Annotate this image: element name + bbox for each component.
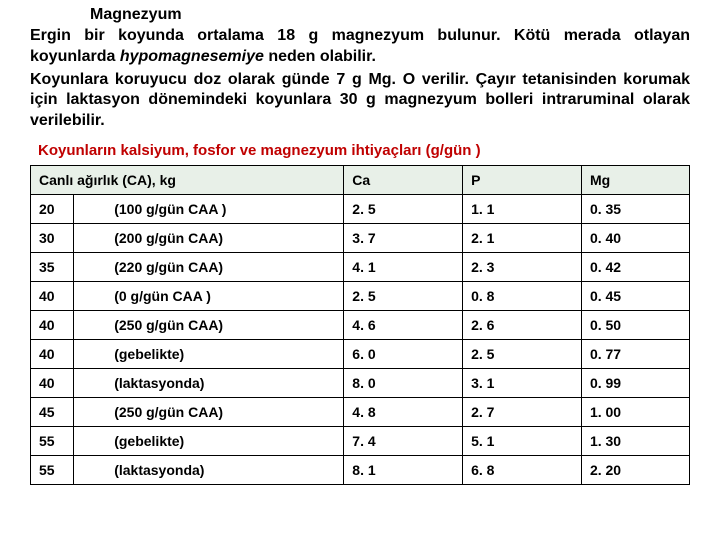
cell-mg: 2. 20 <box>581 455 689 484</box>
table-row: 55(gebelikte)7. 45. 11. 30 <box>31 426 690 455</box>
cell-p: 1. 1 <box>463 194 582 223</box>
cell-p: 2. 7 <box>463 397 582 426</box>
table-row: 40(250 g/gün CAA)4. 62. 60. 50 <box>31 310 690 339</box>
table-row: 55(laktasyonda)8. 16. 82. 20 <box>31 455 690 484</box>
cell-p: 2. 3 <box>463 252 582 281</box>
cell-ca: 4. 8 <box>344 397 463 426</box>
cell-p: 3. 1 <box>463 368 582 397</box>
header-weight: Canlı ağırlık (CA), kg <box>31 165 344 194</box>
table-subtitle: Koyunların kalsiyum, fosfor ve magnezyum… <box>38 142 690 159</box>
cell-p: 0. 8 <box>463 281 582 310</box>
table-row: 35(220 g/gün CAA)4. 12. 30. 42 <box>31 252 690 281</box>
cell-p: 6. 8 <box>463 455 582 484</box>
cell-note: (gebelikte) <box>74 426 344 455</box>
cell-note: (laktasyonda) <box>74 368 344 397</box>
cell-mg: 0. 35 <box>581 194 689 223</box>
para1-italic: hypomagnesemiye <box>120 48 264 65</box>
cell-ca: 2. 5 <box>344 281 463 310</box>
header-ca: Ca <box>344 165 463 194</box>
cell-mg: 0. 42 <box>581 252 689 281</box>
cell-mg: 1. 30 <box>581 426 689 455</box>
header-p: P <box>463 165 582 194</box>
cell-note: (100 g/gün CAA ) <box>74 194 344 223</box>
cell-note: (250 g/gün CAA) <box>74 397 344 426</box>
cell-note: (gebelikte) <box>74 339 344 368</box>
requirements-table: Canlı ağırlık (CA), kg Ca P Mg 20(100 g/… <box>30 165 690 485</box>
paragraph-2: Koyunlara koruyucu doz olarak günde 7 g … <box>30 70 690 132</box>
cell-p: 5. 1 <box>463 426 582 455</box>
cell-weight: 35 <box>31 252 74 281</box>
cell-weight: 30 <box>31 223 74 252</box>
table-row: 45(250 g/gün CAA)4. 82. 71. 00 <box>31 397 690 426</box>
cell-note: (220 g/gün CAA) <box>74 252 344 281</box>
cell-weight: 55 <box>31 455 74 484</box>
table-row: 20(100 g/gün CAA )2. 51. 10. 35 <box>31 194 690 223</box>
table-row: 40(laktasyonda)8. 03. 10. 99 <box>31 368 690 397</box>
cell-mg: 0. 77 <box>581 339 689 368</box>
cell-p: 2. 1 <box>463 223 582 252</box>
cell-p: 2. 6 <box>463 310 582 339</box>
cell-ca: 7. 4 <box>344 426 463 455</box>
cell-ca: 3. 7 <box>344 223 463 252</box>
paragraph-1: Ergin bir koyunda ortalama 18 g magnezyu… <box>30 26 690 68</box>
table-row: 40(0 g/gün CAA )2. 50. 80. 45 <box>31 281 690 310</box>
cell-ca: 6. 0 <box>344 339 463 368</box>
para1-text-b: neden olabilir. <box>264 48 376 65</box>
title-heading: Magnezyum <box>90 6 690 24</box>
cell-mg: 0. 40 <box>581 223 689 252</box>
cell-weight: 40 <box>31 281 74 310</box>
cell-ca: 2. 5 <box>344 194 463 223</box>
cell-ca: 4. 1 <box>344 252 463 281</box>
cell-mg: 0. 45 <box>581 281 689 310</box>
cell-mg: 1. 00 <box>581 397 689 426</box>
cell-ca: 8. 0 <box>344 368 463 397</box>
cell-ca: 4. 6 <box>344 310 463 339</box>
cell-mg: 0. 99 <box>581 368 689 397</box>
cell-note: (laktasyonda) <box>74 455 344 484</box>
cell-note: (250 g/gün CAA) <box>74 310 344 339</box>
cell-weight: 40 <box>31 310 74 339</box>
cell-ca: 8. 1 <box>344 455 463 484</box>
cell-weight: 40 <box>31 339 74 368</box>
header-mg: Mg <box>581 165 689 194</box>
cell-weight: 40 <box>31 368 74 397</box>
table-header-row: Canlı ağırlık (CA), kg Ca P Mg <box>31 165 690 194</box>
cell-p: 2. 5 <box>463 339 582 368</box>
cell-mg: 0. 50 <box>581 310 689 339</box>
cell-weight: 45 <box>31 397 74 426</box>
cell-weight: 20 <box>31 194 74 223</box>
table-body: 20(100 g/gün CAA )2. 51. 10. 35 30(200 g… <box>31 194 690 484</box>
table-row: 30(200 g/gün CAA)3. 72. 10. 40 <box>31 223 690 252</box>
table-row: 40(gebelikte)6. 02. 50. 77 <box>31 339 690 368</box>
cell-weight: 55 <box>31 426 74 455</box>
cell-note: (0 g/gün CAA ) <box>74 281 344 310</box>
cell-note: (200 g/gün CAA) <box>74 223 344 252</box>
